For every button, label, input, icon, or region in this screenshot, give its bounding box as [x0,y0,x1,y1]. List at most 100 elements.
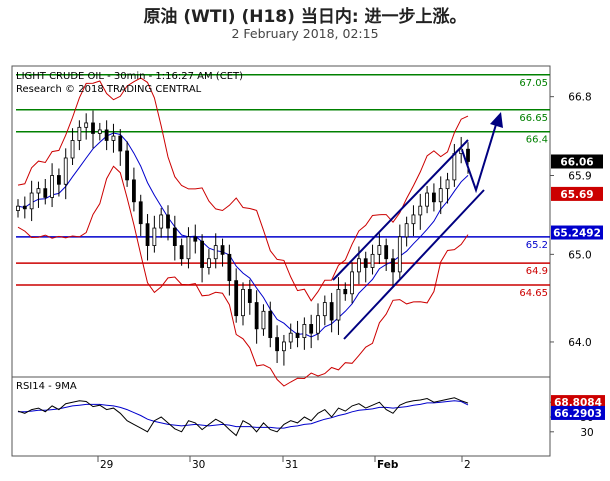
candle-body-1 [22,205,27,210]
candle-body-64 [452,153,457,181]
candle-body-32 [234,280,239,317]
candle-body-15 [118,135,123,152]
candle-body-9 [77,126,82,141]
level-label-2: 66.4 [526,135,548,146]
lower-band-line [17,165,469,387]
candle-body-26 [193,236,198,242]
candle-body-25 [186,236,191,260]
level-label-0: 67.05 [519,78,548,89]
candle-body-40 [288,332,293,343]
candle-body-48 [343,288,348,295]
price-box-label-1: 65.69 [560,189,593,201]
candle-body-36 [261,310,266,330]
candle-body-51 [363,258,368,268]
candle-body-58 [411,214,416,225]
candle-body-23 [172,227,177,246]
price-box-1 [551,186,603,201]
price-tick-label-0: 66.8 [568,92,591,104]
candle-body-39 [282,341,286,352]
candle-body-43 [309,324,314,334]
trend-channel [332,112,503,340]
candle-body-10 [84,122,89,128]
candle-body-0 [16,205,20,211]
candle-body-53 [377,245,382,255]
upper-band-line [17,77,469,302]
candle-body-42 [302,324,307,338]
page-subtitle: 2 February 2018, 02:15 [231,26,379,41]
forecast-arrow-head [490,112,503,128]
candle-body-2 [29,192,34,210]
level-label-5: 64.65 [519,288,548,299]
candle-body-28 [207,258,211,268]
price-tick-label-3: 64.0 [568,337,591,349]
chart-credit: Research © 2018 TRADING CENTRAL [16,84,202,95]
candle-body-57 [404,223,409,238]
price-series [16,110,470,366]
rsi-tick-label-2: 30 [580,427,593,439]
candle-body-47 [336,288,341,321]
candle-body-35 [254,302,259,330]
level-label-1: 66.65 [519,113,548,124]
rsi-ma-value-box [551,405,605,420]
candle-body-8 [70,140,75,159]
candle-body-50 [357,258,361,273]
price-box-label-2: 65.2492 [553,228,601,240]
candle-body-55 [391,258,395,273]
rsi-line [17,397,469,437]
candle-body-62 [438,188,443,203]
candle-body-12 [97,129,102,134]
main-panel [11,65,551,378]
x-axis: 29 30 31 Feb 2 [97,456,471,471]
level-labels: 67.05 66.65 66.4 65.2 64.9 64.65 [519,78,548,299]
candle-body-56 [397,236,402,273]
candle-body-63 [445,179,450,190]
channel-upper-line [332,139,469,281]
forecast-arrow-path [461,117,499,194]
candle-body-54 [384,245,389,260]
rsi-value-box [551,395,605,410]
candle-body-61 [432,192,436,203]
price-box-2 [551,225,603,240]
candle-body-59 [418,205,423,216]
candle-body-49 [350,271,354,295]
candle-body-30 [220,245,225,255]
candle-body-45 [322,302,327,317]
candle-body-22 [166,214,170,229]
x-tick-label-4: 2 [464,459,471,471]
candle-body-17 [132,179,136,203]
x-tick-label-2: 31 [285,459,298,471]
candle-body-3 [36,188,41,194]
candle-body-5 [50,175,54,198]
chart-title: LIGHT CRUDE OIL - 30min - 1:16:27 AM (CE… [16,71,243,82]
candle-body-14 [111,135,116,141]
candle-body-29 [213,245,218,260]
candle-body-18 [138,201,143,225]
candle-body-46 [329,302,334,321]
price-tick-label-2: 65.0 [568,249,591,261]
rsi-label: RSI14 - 9MA [16,381,77,392]
level-label-4: 64.9 [526,266,548,277]
candle-body-16 [125,150,129,181]
price-axis: 66.8 65.9 65.0 64.0 [550,92,592,349]
candle-body-31 [227,253,232,282]
price-tick-label-1: 65.9 [568,171,591,183]
candle-body-21 [159,214,164,229]
candle-body-4 [43,188,48,198]
candle-body-27 [200,240,204,268]
candle-body-66 [466,148,470,162]
price-box-0 [551,154,603,169]
x-tick-label-3: Feb [377,459,399,471]
price-box-label-0: 66.06 [560,156,593,168]
x-tick-label-1: 30 [192,459,205,471]
candle-body-19 [145,223,150,246]
channel-lower-line [343,189,485,340]
candle-body-7 [63,157,68,185]
candle-body-20 [152,227,157,246]
rsi-series [17,397,469,437]
candle-body-34 [247,288,252,303]
rsi-ma-value-label: 66.2903 [554,408,602,420]
rsi-panel [11,376,551,457]
rsi-ma-line [18,400,469,429]
